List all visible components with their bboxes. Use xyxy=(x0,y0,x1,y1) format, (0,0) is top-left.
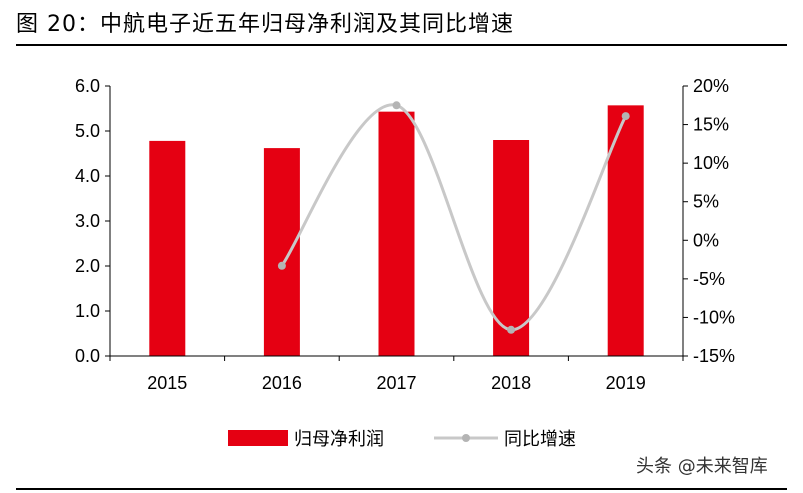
legend-line-label: 同比增速 xyxy=(504,429,576,450)
legend-bar-label: 归母净利润 xyxy=(294,429,384,450)
x-tick-label: 2018 xyxy=(491,373,531,393)
bar xyxy=(263,148,300,356)
right-tick-label: 20% xyxy=(693,76,729,96)
growth-line xyxy=(280,103,628,332)
growth-point xyxy=(621,112,630,121)
growth-line-series xyxy=(277,101,630,334)
bar-series xyxy=(149,105,644,357)
left-tick-label: 6.0 xyxy=(75,76,100,96)
bar xyxy=(149,140,186,356)
x-tick-label: 2019 xyxy=(606,373,646,393)
axes: 0.0 1.0 2.0 3.0 4.0 5.0 6.0 -15% -10% -5% 0% 5% 10% 1… xyxy=(75,76,735,393)
legend-line-marker xyxy=(462,434,470,442)
bar xyxy=(378,111,415,357)
right-tick-label: 15% xyxy=(693,115,729,135)
legend: 归母净利润 同比增速 xyxy=(228,429,576,450)
growth-point xyxy=(507,325,516,334)
x-tick-label: 2017 xyxy=(376,373,416,393)
left-tick-label: 2.0 xyxy=(75,256,100,276)
left-tick-label: 5.0 xyxy=(75,121,100,141)
growth-point xyxy=(277,261,286,270)
bottom-rule xyxy=(16,488,787,490)
right-tick-label: 5% xyxy=(693,192,719,212)
x-tick-label: 2016 xyxy=(262,373,302,393)
legend-bar-swatch xyxy=(228,430,288,446)
watermark: 头条 @未来智库 xyxy=(636,456,768,477)
left-tick-label: 3.0 xyxy=(75,211,100,231)
growth-point xyxy=(392,101,401,110)
right-tick-label: -10% xyxy=(693,307,735,327)
x-tick-label: 2015 xyxy=(147,373,187,393)
right-tick-label: 0% xyxy=(693,230,719,250)
figure-title: 图 20：中航电子近五年归母净利润及其同比增速 xyxy=(16,12,514,37)
right-tick-label: 10% xyxy=(693,153,729,173)
title-rule xyxy=(16,44,787,46)
left-tick-label: 0.0 xyxy=(75,346,100,366)
left-tick-label: 4.0 xyxy=(75,166,100,186)
right-tick-label: -5% xyxy=(693,269,725,289)
left-tick-label: 1.0 xyxy=(75,301,100,321)
right-tick-label: -15% xyxy=(693,346,735,366)
bar xyxy=(493,140,530,356)
